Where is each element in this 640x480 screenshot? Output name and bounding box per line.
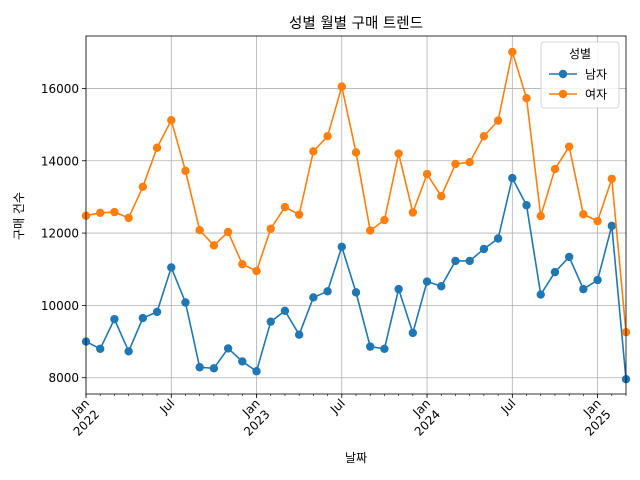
y-axis: 8000 10000 12000 14000 16000 [41, 82, 86, 385]
data-point [422, 277, 432, 286]
data-point [124, 347, 133, 356]
data-point [96, 208, 105, 218]
x-axis-label: 날짜 [345, 451, 367, 465]
data-point [550, 164, 560, 174]
data-point [309, 293, 318, 302]
data-point [167, 263, 176, 272]
data-point [408, 208, 418, 217]
legend-label: 여자 [585, 88, 607, 102]
data-point [522, 201, 531, 210]
data-point [593, 275, 602, 285]
data-point [223, 344, 233, 353]
data-point [508, 173, 517, 183]
legend-marker [558, 89, 568, 99]
grid [85, 36, 626, 394]
data-point [252, 367, 261, 376]
data-point [337, 242, 346, 252]
data-point [96, 344, 105, 353]
y-tick-label: 8000 [48, 371, 79, 385]
data-point [209, 364, 219, 373]
data-point [493, 116, 503, 125]
data-point [564, 252, 574, 262]
data-point [465, 158, 474, 167]
data-point [493, 234, 503, 243]
data-point [366, 342, 375, 351]
data-point [181, 166, 190, 176]
y-tick-label: 14000 [41, 154, 79, 168]
data-point [337, 82, 346, 91]
data-point [323, 287, 332, 296]
data-point [380, 215, 389, 225]
data-point [394, 149, 403, 158]
data-point [479, 131, 489, 141]
data-point [238, 259, 247, 269]
data-point [593, 216, 602, 226]
data-point [351, 288, 361, 297]
data-point [451, 256, 460, 266]
series-0 [81, 173, 631, 384]
data-point [564, 142, 574, 151]
data-point [366, 226, 375, 235]
data-point [110, 314, 119, 324]
data-point [223, 227, 233, 237]
data-point [266, 317, 275, 326]
series-1 [81, 47, 631, 337]
y-tick-label: 10000 [41, 299, 79, 313]
legend-marker [558, 69, 568, 79]
data-point [152, 143, 162, 152]
data-point [351, 148, 361, 157]
data-point [252, 266, 261, 276]
data-point [167, 116, 176, 125]
data-point [280, 306, 290, 316]
data-point [536, 290, 545, 299]
data-point [380, 344, 389, 353]
data-point [181, 298, 190, 307]
y-tick-label: 16000 [41, 82, 79, 96]
data-point [579, 284, 588, 294]
data-point [465, 256, 474, 266]
data-point [422, 169, 432, 179]
data-point [294, 330, 304, 339]
data-point [323, 131, 332, 141]
data-point [138, 313, 148, 323]
legend-label: 남자 [585, 68, 607, 82]
data-point [280, 202, 290, 212]
data-point [437, 191, 446, 201]
data-point [195, 363, 204, 372]
data-point [536, 211, 545, 221]
data-point [294, 210, 304, 219]
data-point [508, 47, 517, 57]
data-point [522, 93, 531, 103]
data-point [394, 284, 403, 294]
data-point [238, 357, 247, 366]
data-point [124, 213, 133, 223]
data-point [266, 224, 275, 233]
data-point [195, 225, 204, 235]
data-point [110, 207, 119, 217]
data-point [309, 147, 318, 156]
data-point [607, 221, 616, 231]
data-point [550, 267, 560, 277]
data-point [138, 182, 148, 191]
y-tick-label: 12000 [41, 227, 79, 241]
data-point [579, 210, 588, 219]
data-point [437, 282, 446, 291]
data-point [451, 159, 460, 169]
series-layer [81, 47, 631, 384]
data-point [408, 328, 418, 338]
legend-title: 성별 [569, 47, 591, 61]
data-point [479, 244, 489, 254]
chart-title: 성별 월별 구매 트렌드 [289, 15, 423, 32]
data-point [209, 241, 219, 250]
data-point [607, 174, 616, 184]
y-axis-label: 구매 건수 [12, 192, 26, 240]
data-point [152, 307, 162, 317]
